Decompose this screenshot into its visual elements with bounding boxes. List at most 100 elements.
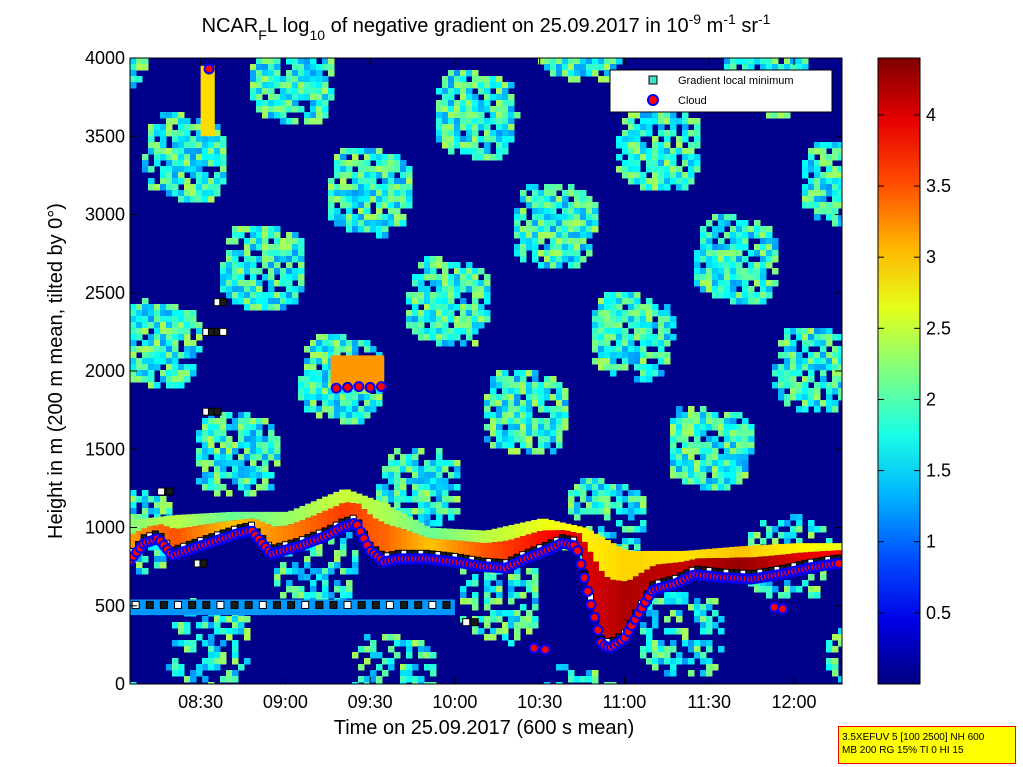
heatmap-cell — [262, 58, 269, 65]
heatmap-cell — [394, 184, 401, 191]
heatmap-cell — [472, 628, 479, 635]
heatmap-cell — [592, 214, 599, 221]
heatmap-cell — [826, 166, 833, 173]
heatmap-cell — [412, 508, 419, 515]
cloud-layer-cell — [130, 519, 137, 534]
heatmap-cell — [352, 352, 359, 359]
heatmap-cell — [142, 316, 149, 323]
cloud-layer-cell — [644, 569, 651, 605]
heatmap-cell — [328, 178, 335, 185]
heatmap-cell — [640, 346, 647, 353]
heatmap-cell — [820, 340, 827, 347]
heatmap-cell — [232, 472, 239, 479]
heatmap-cell — [592, 316, 599, 323]
heatmap-cell — [496, 94, 503, 101]
heatmap-cell — [274, 82, 281, 89]
heatmap-cell — [250, 478, 257, 485]
heatmap-cell — [742, 454, 749, 461]
heatmap-cell — [640, 520, 647, 527]
heatmap-cell — [544, 58, 551, 65]
heatmap-cell — [652, 364, 659, 371]
heatmap-cell — [496, 112, 503, 119]
heatmap-cell — [208, 460, 215, 467]
heatmap-cell — [526, 382, 533, 389]
heatmap-cell — [742, 472, 749, 479]
heatmap-cell — [634, 496, 641, 503]
heatmap-cell — [310, 370, 317, 377]
heatmap-cell — [664, 184, 671, 191]
heatmap-cell — [526, 448, 533, 455]
heatmap-cell — [178, 142, 185, 149]
heatmap-cell — [436, 466, 443, 473]
heatmap-cell — [442, 460, 449, 467]
heatmap-cell — [772, 280, 779, 287]
heatmap-cell — [592, 328, 599, 335]
heatmap-cell — [370, 172, 377, 179]
heatmap-cell — [502, 124, 509, 131]
heatmap-cell — [196, 322, 203, 329]
heatmap-cell — [514, 370, 521, 377]
cloud-layer-cell — [734, 546, 741, 558]
heatmap-cell — [712, 448, 719, 455]
heatmap-cell — [430, 328, 437, 335]
heatmap-cell — [826, 646, 833, 653]
heatmap-cell — [736, 424, 743, 431]
heatmap-cell — [604, 532, 611, 539]
heatmap-cell — [232, 622, 239, 629]
heatmap-cell — [580, 676, 587, 683]
heatmap-cell — [340, 190, 347, 197]
heatmap-cell — [436, 274, 443, 281]
heatmap-cell — [610, 358, 617, 365]
heatmap-cell — [598, 364, 605, 371]
heatmap-cell — [568, 70, 575, 77]
heatmap-cell — [472, 112, 479, 119]
heatmap-cell — [226, 424, 233, 431]
heatmap-cell — [790, 514, 797, 521]
heatmap-cell — [490, 400, 497, 407]
heatmap-cell — [196, 190, 203, 197]
heatmap-cell — [688, 412, 695, 419]
heatmap-cell — [802, 388, 809, 395]
heatmap-cell — [796, 538, 803, 545]
x-tick-label: 09:30 — [348, 692, 393, 712]
heatmap-cell — [808, 160, 815, 167]
heatmap-cell — [130, 334, 137, 341]
heatmap-cell — [628, 310, 635, 317]
heatmap-cell — [232, 286, 239, 293]
heatmap-cell — [202, 148, 209, 155]
heatmap-cell — [634, 376, 641, 383]
heatmap-cell — [790, 352, 797, 359]
heatmap-cell — [322, 364, 329, 371]
heatmap-cell — [592, 310, 599, 317]
heatmap-cell — [478, 148, 485, 155]
heatmap-cell — [718, 454, 725, 461]
heatmap-cell — [166, 172, 173, 179]
heatmap-cell — [658, 646, 665, 653]
heatmap-cell — [598, 322, 605, 329]
heatmap-cell — [178, 172, 185, 179]
heatmap-cell — [322, 352, 329, 359]
heatmap-cell — [646, 658, 653, 665]
heatmap-cell — [592, 484, 599, 491]
heatmap-cell — [820, 346, 827, 353]
heatmap-cell — [574, 514, 581, 521]
heatmap-cell — [496, 154, 503, 161]
heatmap-cell — [496, 148, 503, 155]
heatmap-cell — [418, 490, 425, 497]
heatmap-cell — [490, 586, 497, 593]
heatmap-cell — [148, 334, 155, 341]
heatmap-cell — [562, 424, 569, 431]
heatmap-cell — [712, 454, 719, 461]
heatmap-cell — [490, 628, 497, 635]
heatmap-cell — [262, 484, 269, 491]
heatmap-cell — [448, 136, 455, 143]
heatmap-cell — [748, 532, 755, 539]
heatmap-cell — [400, 220, 407, 227]
heatmap-cell — [640, 304, 647, 311]
heatmap-cell — [340, 586, 347, 593]
heatmap-cell — [736, 268, 743, 275]
heatmap-cell — [838, 634, 842, 641]
heatmap-cell — [418, 514, 425, 521]
heatmap-cell — [256, 484, 263, 491]
cloud-layer-cell — [491, 542, 498, 568]
